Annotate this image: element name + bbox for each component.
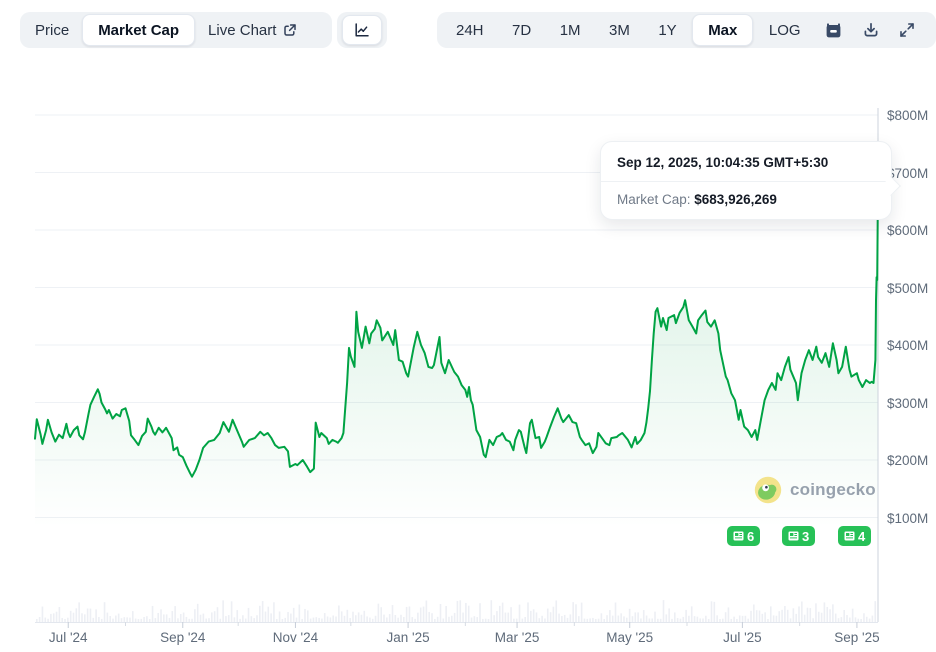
range-1m-button[interactable]: 1M [559,21,581,39]
line-chart-icon [353,21,371,39]
news-badge[interactable]: 6 [727,526,761,546]
chart-metric-tabs: Price Market Cap Live Chart [20,12,332,48]
news-badge-count: 3 [802,528,810,544]
news-badge[interactable]: 3 [782,526,816,546]
chart-type-toggle [337,12,387,48]
news-badge[interactable]: 4 [838,526,872,546]
news-badge-count: 4 [858,528,866,544]
tooltip-divider [601,181,891,182]
log-scale-button[interactable]: LOG [768,21,801,39]
expand-icon [899,22,915,38]
tooltip-datetime: Sep 12, 2025, 10:04:35 GMT+5:30 [617,155,829,170]
tab-market-cap[interactable]: Market Cap [82,14,196,46]
calendar-range-button[interactable] [816,12,851,48]
tooltip-label: Market Cap: [617,192,695,207]
range-max-button[interactable]: Max [692,14,754,46]
range-7d-button[interactable]: 7D [512,21,532,39]
tooltip-market-cap-row: Market Cap: $683,926,269 [617,192,875,207]
tab-price[interactable]: Price [35,21,70,39]
calendar-icon [825,22,842,39]
fullscreen-button[interactable] [890,12,924,48]
chart-tooltip: Sep 12, 2025, 10:04:35 GMT+5:30 Market C… [600,141,901,220]
line-chart-type-button[interactable] [342,15,382,45]
news-badge-count: 6 [747,528,755,544]
download-icon [863,22,879,38]
tab-live-chart[interactable]: Live Chart [195,12,310,48]
tooltip-value: $683,926,269 [694,192,777,207]
range-toolbar: 24H 7D 1M 3M 1Y Max LOG [437,12,936,48]
tab-live-chart-label: Live Chart [208,21,277,39]
range-3m-button[interactable]: 3M [609,21,630,39]
external-link-icon [283,23,297,37]
range-1y-button[interactable]: 1Y [658,21,677,39]
download-chart-button[interactable] [854,12,888,48]
range-24h-button[interactable]: 24H [456,21,484,39]
